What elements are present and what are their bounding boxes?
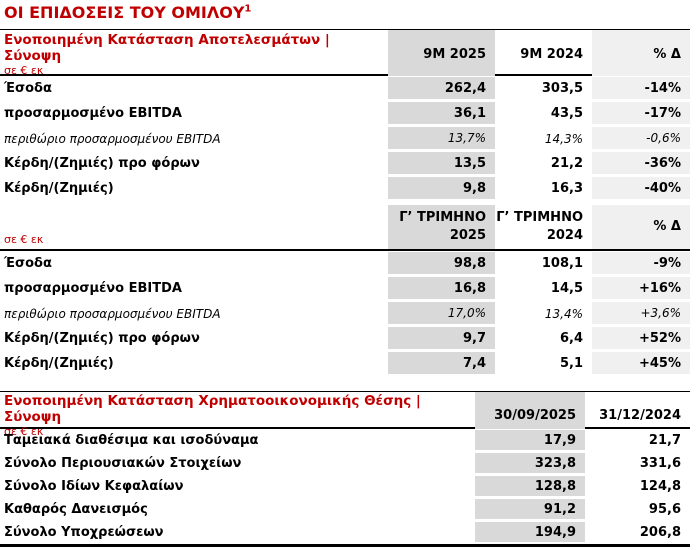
- row-label: Κέρδη/(Ζημιές) προ φόρων: [4, 331, 200, 346]
- table-row-adjusted-ebitda: προσαρμοσμένο EBITDA 36,1 43,5 -17%: [0, 101, 690, 126]
- cell-value: +16%: [592, 276, 690, 301]
- column-header-9m-2025: 9M 2025: [388, 30, 495, 81]
- row-label: Έσοδα: [4, 256, 52, 271]
- column-header-q3-2024: Γ’ ΤΡΙΜΗΝΟ 2024: [496, 210, 583, 243]
- cell-value: 21,2: [550, 156, 583, 171]
- cell-value: +3,6%: [592, 301, 690, 326]
- cell-value: +52%: [592, 326, 690, 351]
- table-row-net-debt: Καθαρός Δανεισμός 91,2 95,6: [0, 498, 690, 521]
- row-label: Σύνολο Περιουσιακών Στοιχείων: [4, 456, 242, 471]
- financial-position-unit-label: σε € εκ: [4, 425, 44, 439]
- row-label: προσαρμοσμένο EBITDA: [4, 281, 182, 296]
- cell-value: 262,4: [388, 76, 495, 101]
- table-row-ebitda-margin: περιθώριο προσαρμοσμένου EBITDA 17,0% 13…: [0, 301, 690, 326]
- cell-value: 124,8: [639, 479, 681, 494]
- table-row-net-profit: Κέρδη/(Ζημιές) 7,4 5,1 +45%: [0, 351, 690, 376]
- cell-value: 13,4%: [544, 306, 583, 321]
- quarter-table: σε € εκ Γ’ ΤΡΙΜΗΝΟ 2025 Γ’ ΤΡΙΜΗΝΟ 2024 …: [0, 205, 690, 376]
- cell-value: 13,5: [388, 151, 495, 176]
- quarter-header-row: σε € εκ Γ’ ΤΡΙΜΗΝΟ 2025 Γ’ ΤΡΙΜΗΝΟ 2024 …: [0, 205, 690, 251]
- cell-value: 17,0%: [388, 301, 495, 326]
- financial-position-table: Ενοποιημένη Κατάσταση Χρηματοοικονομικής…: [0, 391, 690, 547]
- quarter-title-cell: σε € εκ: [0, 205, 388, 249]
- row-label: προσαρμοσμένο EBITDA: [4, 106, 182, 121]
- cell-value: 331,6: [639, 456, 681, 471]
- table-row-adjusted-ebitda: προσαρμοσμένο EBITDA 16,8 14,5 +16%: [0, 276, 690, 301]
- table-row-cash: Ταμειακά διαθέσιμα και ισοδύναμα 17,9 21…: [0, 429, 690, 452]
- cell-value: 9,7: [388, 326, 495, 351]
- column-header-31-12-2024: 31/12/2024: [599, 408, 681, 424]
- cell-value: -40%: [592, 176, 690, 201]
- financial-position-title: Ενοποιημένη Κατάσταση Χρηματοοικονομικής…: [4, 393, 421, 425]
- column-header-pct-delta: % Δ: [592, 30, 690, 81]
- cell-value: 14,5: [550, 281, 583, 296]
- income-statement-header-row: Ενοποιημένη Κατάσταση Αποτελεσμάτων | Σύ…: [0, 29, 690, 81]
- cell-value: 108,1: [541, 256, 583, 271]
- table-row-revenue: Έσοδα 98,8 108,1 -9%: [0, 251, 690, 276]
- row-label: Σύνολο Υποχρεώσεων: [4, 525, 164, 540]
- page-title-footnote-ref: 1: [244, 3, 252, 15]
- row-label: Κέρδη/(Ζημιές): [4, 356, 114, 371]
- cell-value: -17%: [592, 101, 690, 126]
- cell-value: +45%: [592, 351, 690, 376]
- financial-position-title-cell: Ενοποιημένη Κατάσταση Χρηματοοικονομικής…: [0, 392, 475, 440]
- column-header-q3-2025: Γ’ ΤΡΙΜΗΝΟ 2025: [388, 205, 495, 249]
- cell-value: 95,6: [648, 502, 681, 517]
- row-label: Κέρδη/(Ζημιές) προ φόρων: [4, 156, 200, 171]
- cell-value: -0,6%: [592, 126, 690, 151]
- row-label: Σύνολο Ιδίων Κεφαλαίων: [4, 479, 184, 494]
- cell-value: 21,7: [648, 433, 681, 448]
- row-label: Έσοδα: [4, 81, 52, 96]
- table-row-pretax-profit: Κέρδη/(Ζημιές) προ φόρων 9,7 6,4 +52%: [0, 326, 690, 351]
- income-statement-unit-label: σε € εκ: [4, 64, 44, 78]
- financial-position-header-row: Ενοποιημένη Κατάσταση Χρηματοοικονομικής…: [0, 391, 690, 441]
- cell-value: 17,9: [475, 429, 585, 452]
- page-title-text: ΟΙ ΕΠΙΔΟΣΕΙΣ ΤΟΥ ΟΜΙΛΟΥ: [4, 3, 245, 22]
- quarter-unit-label: σε € εκ: [4, 233, 44, 246]
- row-label: Καθαρός Δανεισμός: [4, 502, 148, 517]
- column-header-pct-delta: % Δ: [592, 205, 690, 249]
- table-row-net-profit: Κέρδη/(Ζημιές) 9,8 16,3 -40%: [0, 176, 690, 201]
- cell-value: 6,4: [559, 331, 583, 346]
- cell-value: 13,7%: [388, 126, 495, 151]
- row-label: Κέρδη/(Ζημιές): [4, 181, 114, 196]
- cell-value: 91,2: [475, 498, 585, 521]
- cell-value: 323,8: [475, 452, 585, 475]
- cell-value: 14,3%: [544, 131, 583, 146]
- table-row-total-equity: Σύνολο Ιδίων Κεφαλαίων 128,8 124,8: [0, 475, 690, 498]
- column-header-9m-2024: 9M 2024: [520, 47, 583, 63]
- cell-value: 303,5: [541, 81, 583, 96]
- cell-value: 16,8: [388, 276, 495, 301]
- cell-value: 5,1: [559, 356, 583, 371]
- row-label: περιθώριο προσαρμοσμένου EBITDA: [4, 306, 221, 321]
- cell-value: -14%: [592, 76, 690, 101]
- cell-value: 7,4: [388, 351, 495, 376]
- cell-value: 9,8: [388, 176, 495, 201]
- cell-value: 16,3: [550, 181, 583, 196]
- cell-value: 128,8: [475, 475, 585, 498]
- cell-value: 43,5: [550, 106, 583, 121]
- income-statement-table: Ενοποιημένη Κατάσταση Αποτελεσμάτων | Σύ…: [0, 29, 690, 201]
- table-row-total-assets: Σύνολο Περιουσιακών Στοιχείων 323,8 331,…: [0, 452, 690, 475]
- cell-value: 194,9: [475, 521, 585, 544]
- page-title: ΟΙ ΕΠΙΔΟΣΕΙΣ ΤΟΥ ΟΜΙΛΟΥ1: [0, 3, 696, 22]
- cell-value: 36,1: [388, 101, 495, 126]
- table-row-revenue: Έσοδα 262,4 303,5 -14%: [0, 76, 690, 101]
- cell-value: 98,8: [388, 251, 495, 276]
- table-row-pretax-profit: Κέρδη/(Ζημιές) προ φόρων 13,5 21,2 -36%: [0, 151, 690, 176]
- cell-value: 206,8: [639, 525, 681, 540]
- income-statement-title: Ενοποιημένη Κατάσταση Αποτελεσμάτων | Σύ…: [4, 32, 330, 64]
- cell-value: -36%: [592, 151, 690, 176]
- table-row-ebitda-margin: περιθώριο προσαρμοσμένου EBITDA 13,7% 14…: [0, 126, 690, 151]
- cell-value: -9%: [592, 251, 690, 276]
- income-statement-title-cell: Ενοποιημένη Κατάσταση Αποτελεσμάτων | Σύ…: [0, 30, 388, 80]
- row-label: Ταμειακά διαθέσιμα και ισοδύναμα: [4, 433, 259, 448]
- table-row-total-liabilities: Σύνολο Υποχρεώσεων 194,9 206,8: [0, 521, 690, 544]
- row-label: περιθώριο προσαρμοσμένου EBITDA: [4, 131, 221, 146]
